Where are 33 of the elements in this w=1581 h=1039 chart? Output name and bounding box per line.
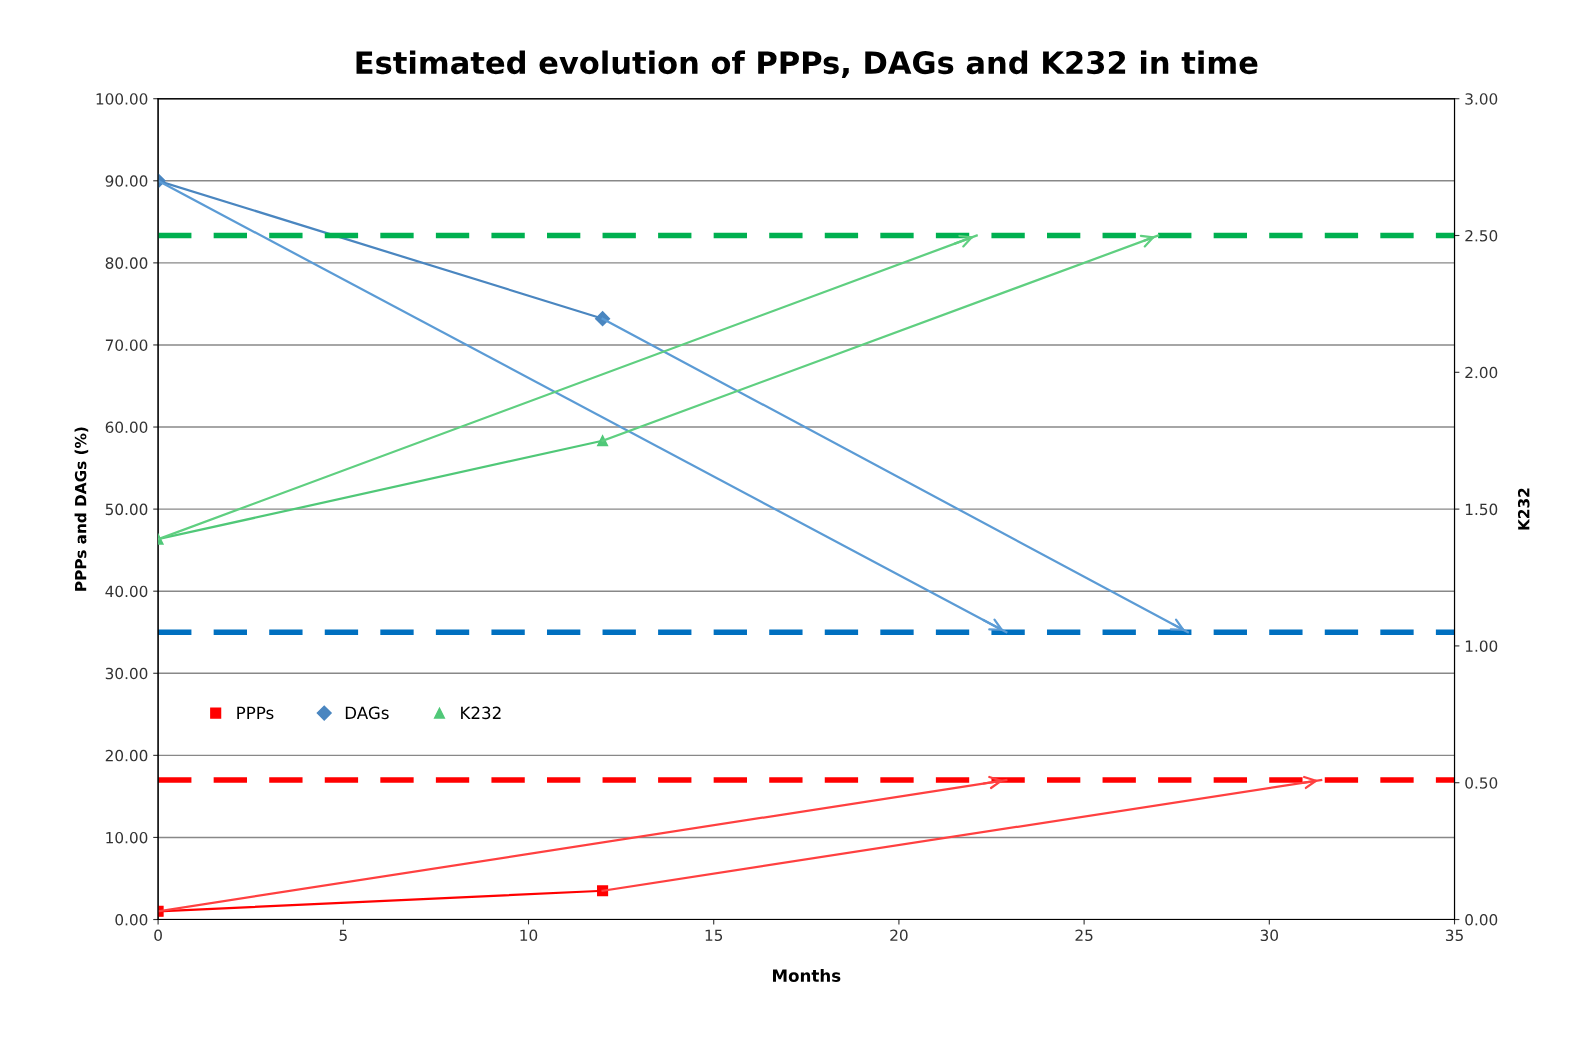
y2-tick-label: 1.50 xyxy=(1465,503,1498,516)
chart-title: Estimated evolution of PPPs, DAGs and K232 in time xyxy=(356,50,1258,79)
x-tick-label: 35 xyxy=(1445,929,1463,942)
y-tick-label: 60.00 xyxy=(105,421,148,434)
legend-label: DAGs xyxy=(345,706,389,720)
y2-axis-title: K232 xyxy=(1517,488,1530,530)
y-tick-label: 70.00 xyxy=(105,339,148,351)
x-tick-label: 5 xyxy=(339,929,347,942)
y2-tick-label: 3.00 xyxy=(1465,93,1498,105)
legend-label: PPPs xyxy=(237,706,274,720)
y-tick-label: 10.00 xyxy=(106,831,148,844)
y-tick-label: 30.00 xyxy=(105,667,148,680)
x-tick-label: 10 xyxy=(520,929,538,942)
legend-label: K232 xyxy=(461,706,501,720)
y-tick-label: 40.00 xyxy=(105,585,148,598)
x-axis-title: Months xyxy=(773,969,841,982)
y2-tick-label: 1.00 xyxy=(1465,640,1498,652)
x-tick-label: 0 xyxy=(154,929,162,942)
y-axis-title: PPPs and DAGs (%) xyxy=(74,427,89,591)
x-tick-label: 30 xyxy=(1260,929,1279,942)
y-tick-label: 50.00 xyxy=(105,503,148,516)
y-tick-label: 0.00 xyxy=(115,913,148,926)
y2-tick-label: 2.50 xyxy=(1465,229,1498,242)
y-tick-label: 80.00 xyxy=(105,257,148,269)
x-tick-label: 15 xyxy=(705,929,723,942)
y-tick-label: 100.00 xyxy=(96,93,148,105)
y2-tick-label: 0.00 xyxy=(1465,913,1498,926)
x-tick-label: 20 xyxy=(890,929,908,942)
y2-tick-label: 0.50 xyxy=(1465,777,1498,789)
y-tick-label: 90.00 xyxy=(105,175,148,187)
x-tick-label: 25 xyxy=(1075,929,1093,942)
y2-tick-label: 2.00 xyxy=(1465,366,1498,379)
y-tick-label: 20.00 xyxy=(105,749,148,762)
